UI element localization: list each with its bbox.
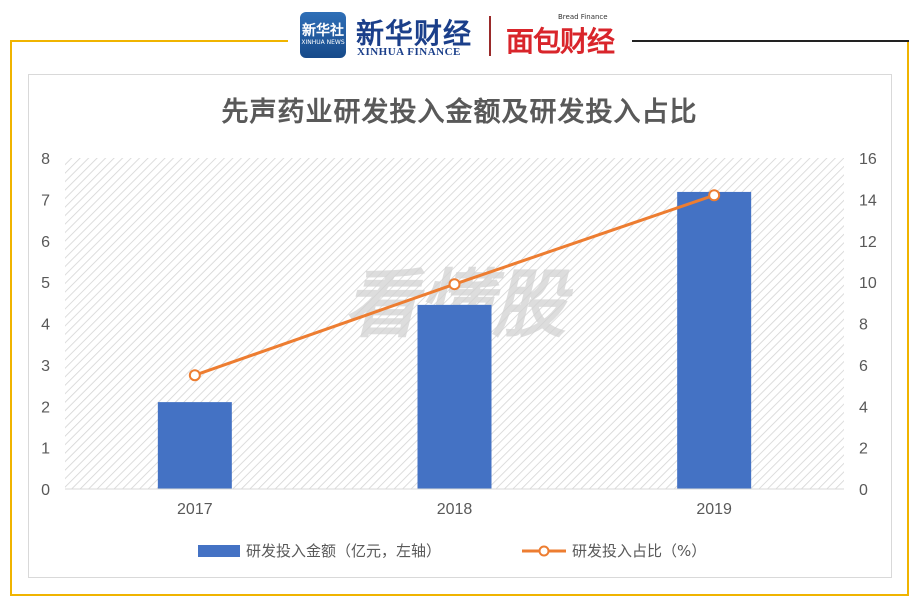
frame-right: [907, 40, 909, 596]
left-tick-label: 4: [41, 317, 50, 334]
left-tick-label: 0: [41, 482, 50, 499]
bar-2017: [157, 402, 232, 489]
xinhua-finance-en: XINHUA FINANCE: [357, 46, 461, 58]
header-line-right: [632, 40, 909, 42]
bread-finance-logo: 面包财经: [506, 25, 615, 58]
logo-cn-text: 新华社: [302, 23, 344, 39]
right-tick-label: 16: [859, 151, 877, 168]
logo-separator: [489, 16, 491, 56]
legend-item-ratio: 研发投入占比（%）: [522, 540, 706, 561]
left-tick-label: 3: [41, 358, 50, 375]
right-tick-label: 2: [859, 441, 868, 458]
right-tick-label: 10: [859, 275, 877, 292]
legend-bar-swatch: [198, 544, 240, 557]
legend: 研发投入金额（亿元，左轴） 研发投入占比（%）: [0, 540, 919, 562]
right-tick-label: 12: [859, 234, 877, 251]
left-tick-label: 7: [41, 192, 50, 209]
legend-item-amount: 研发投入金额（亿元，左轴）: [198, 540, 441, 561]
ratio-point-2017: [188, 369, 201, 382]
ratio-point-2019: [708, 189, 721, 202]
legend-label-ratio: 研发投入占比（%）: [572, 542, 707, 560]
left-tick-label: 1: [41, 441, 50, 458]
right-tick-label: 4: [859, 399, 868, 416]
right-tick-label: 0: [859, 482, 868, 499]
x-tick-label: 2019: [696, 501, 732, 518]
left-tick-label: 2: [41, 399, 50, 416]
xinhua-news-logo: 新华社 XINHUA NEWS: [300, 12, 346, 58]
left-tick-label: 6: [41, 234, 50, 251]
xinhua-finance-cn: 新华财经: [356, 17, 473, 50]
bar-2018: [417, 304, 492, 489]
frame-bottom: [10, 594, 909, 596]
frame-left: [10, 40, 12, 596]
left-tick-label: 5: [41, 275, 50, 292]
x-tick-label: 2017: [177, 501, 213, 518]
legend-line-swatch: [522, 545, 566, 556]
x-tick-label: 2018: [437, 501, 473, 518]
bread-finance-en: Bread Finance: [558, 13, 608, 21]
legend-label-amount: 研发投入金额（亿元，左轴）: [246, 542, 442, 560]
frame-top-left: [10, 40, 288, 42]
bar-2019: [677, 191, 752, 490]
right-tick-label: 6: [859, 358, 868, 375]
right-tick-label: 8: [859, 317, 868, 334]
left-tick-label: 8: [41, 151, 50, 168]
right-tick-label: 14: [859, 192, 877, 209]
ratio-point-2018: [448, 278, 461, 291]
chart-title: 先声药业研发投入金额及研发投入占比: [221, 97, 698, 128]
logo-en-text: XINHUA NEWS: [301, 39, 345, 46]
